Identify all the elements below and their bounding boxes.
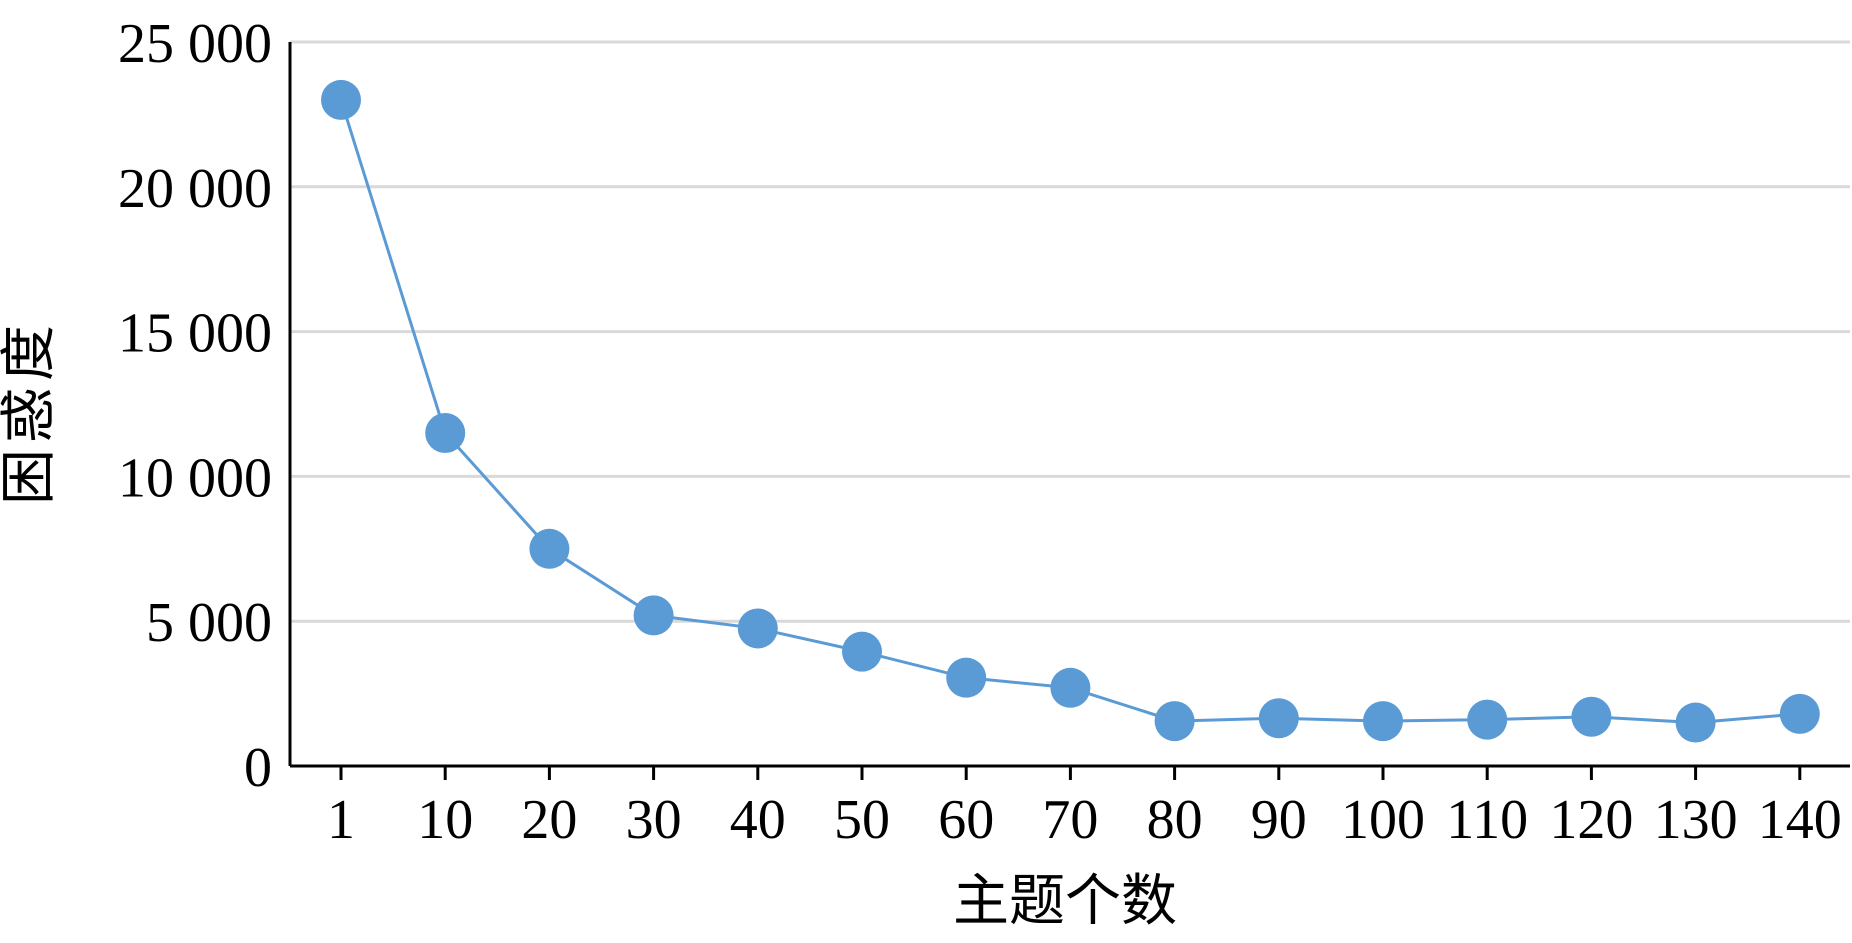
- x-tick-label: 110: [1446, 789, 1528, 851]
- data-point: [1363, 701, 1403, 742]
- data-point: [737, 608, 778, 649]
- y-tick-label: 0: [244, 737, 272, 799]
- data-point: [1467, 699, 1508, 740]
- series-line: [339, 99, 1800, 725]
- data-point: [1258, 698, 1299, 739]
- data-point: [1779, 693, 1820, 734]
- x-tick-label: 90: [1251, 789, 1307, 851]
- data-point: [946, 657, 987, 698]
- x-tick-label: 70: [1042, 789, 1098, 851]
- x-tick-label: 20: [521, 789, 577, 851]
- data-point: [1154, 701, 1195, 742]
- x-tick-label: 30: [626, 789, 682, 851]
- x-tick-label: 80: [1147, 789, 1203, 851]
- x-tick-label: 120: [1549, 789, 1633, 851]
- data-point: [529, 528, 570, 569]
- x-axis-title: 主题个数: [953, 871, 1177, 933]
- y-tick-label: 25 000: [118, 13, 272, 75]
- data-point: [1675, 702, 1716, 743]
- x-tick-label: 60: [938, 789, 994, 851]
- data-point: [1571, 696, 1612, 737]
- x-tick-label: 10: [417, 789, 473, 851]
- data-point: [321, 79, 361, 120]
- x-tick-label: 100: [1341, 789, 1425, 851]
- series: [321, 79, 1820, 743]
- y-tick-label: 15 000: [118, 303, 272, 365]
- gridlines: [290, 40, 1850, 623]
- y-tick-label: 5 000: [146, 592, 272, 654]
- x-tick-labels: 1 10 20 30 40 50 60 70 80 90 100 110 120 130 140: [327, 789, 1842, 851]
- x-tick-label: 140: [1758, 789, 1842, 851]
- x-tick-label: 40: [730, 789, 786, 851]
- data-point: [633, 595, 674, 636]
- y-axis-title: 困惑度: [0, 319, 61, 505]
- y-tick-label: 20 000: [118, 158, 272, 220]
- data-point: [425, 412, 466, 453]
- x-tick-label: 130: [1654, 789, 1738, 851]
- y-tick-labels: 0 5 000 10 000 15 000 20 000 25 000: [118, 13, 272, 799]
- data-point: [842, 631, 882, 672]
- data-point: [1050, 667, 1091, 708]
- x-tick-label: 1: [327, 789, 355, 851]
- y-tick-label: 10 000: [118, 447, 272, 509]
- x-tick-label: 50: [834, 789, 890, 851]
- axes: [288, 42, 1850, 780]
